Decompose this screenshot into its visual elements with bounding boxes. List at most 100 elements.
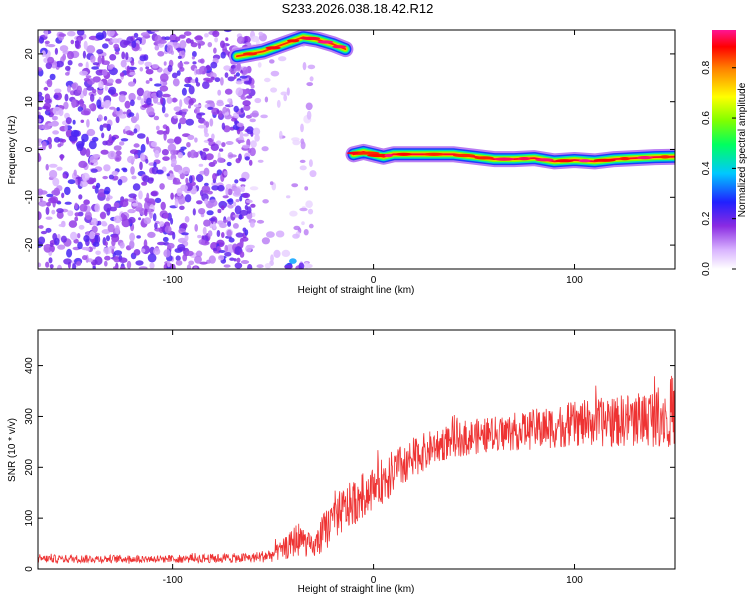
noise-blob bbox=[127, 155, 135, 164]
noise-blob bbox=[185, 118, 194, 126]
noise-blob bbox=[260, 114, 268, 119]
noise-blob bbox=[192, 61, 197, 65]
noise-blob bbox=[194, 35, 204, 41]
noise-blob bbox=[103, 203, 112, 212]
noise-blob bbox=[59, 45, 69, 52]
noise-blob bbox=[217, 220, 224, 225]
noise-blob bbox=[174, 136, 182, 145]
snr-frame bbox=[37, 329, 676, 570]
snr-panel: -100 0 100 0 100 200 300 400 Height of straigh… bbox=[7, 329, 676, 595]
noise-blob bbox=[235, 199, 240, 203]
noise-blob bbox=[181, 87, 187, 96]
noise-blob bbox=[63, 258, 72, 265]
noise-blob bbox=[68, 135, 78, 142]
noise-blob bbox=[196, 200, 203, 205]
noise-blob bbox=[53, 187, 60, 196]
noise-blob bbox=[213, 247, 217, 252]
noise-blob bbox=[138, 190, 143, 200]
noise-blob bbox=[136, 87, 144, 97]
noise-blob bbox=[163, 61, 167, 66]
noise-blob bbox=[143, 201, 150, 211]
noise-blob bbox=[68, 220, 78, 228]
noise-blob bbox=[205, 64, 211, 71]
noise-blob bbox=[256, 219, 265, 224]
noise-blob bbox=[188, 104, 191, 109]
noise-blob bbox=[140, 152, 145, 161]
noise-blob bbox=[166, 96, 173, 104]
noise-blob bbox=[108, 174, 114, 180]
noise-blob bbox=[153, 161, 157, 168]
band-peak bbox=[452, 153, 476, 158]
noise-blob bbox=[97, 114, 103, 122]
noise-blob bbox=[182, 254, 188, 262]
noise-blob bbox=[103, 116, 108, 121]
noise-blob bbox=[163, 249, 171, 258]
noise-blob bbox=[79, 98, 84, 108]
noise-blob bbox=[308, 159, 313, 168]
noise-blob bbox=[185, 177, 189, 184]
noise-blob bbox=[222, 195, 229, 199]
noise-blob bbox=[233, 201, 237, 207]
noise-blob bbox=[101, 132, 105, 139]
noise-blob bbox=[298, 262, 305, 269]
noise-blob bbox=[239, 177, 247, 182]
noise-blob bbox=[235, 232, 244, 238]
noise-blob bbox=[184, 194, 192, 203]
colorbar-ticks: 0.0 0.2 0.4 0.6 0.8 bbox=[701, 60, 736, 276]
noise-blob bbox=[184, 76, 192, 84]
noise-blob bbox=[86, 86, 94, 91]
noise-blob bbox=[206, 210, 214, 216]
noise-blob bbox=[95, 32, 105, 40]
noise-blob bbox=[270, 87, 278, 93]
noise-blob bbox=[74, 212, 80, 217]
noise-blob bbox=[300, 123, 304, 133]
noise-blob bbox=[299, 159, 306, 163]
noise-blob bbox=[154, 83, 162, 87]
noise-blob bbox=[83, 199, 90, 205]
noise-blob bbox=[143, 90, 152, 100]
noise-blob bbox=[209, 118, 214, 127]
noise-blob bbox=[194, 137, 198, 143]
noise-blob bbox=[44, 93, 51, 101]
noise-blob bbox=[264, 96, 269, 103]
noise-blob bbox=[103, 164, 111, 172]
noise-blob bbox=[121, 51, 126, 60]
noise-blob bbox=[103, 247, 112, 255]
noise-blob bbox=[124, 100, 131, 109]
noise-blob bbox=[98, 80, 104, 90]
noise-blob bbox=[48, 257, 53, 264]
noise-blob bbox=[308, 223, 314, 229]
noise-blob bbox=[286, 195, 291, 199]
noise-blob bbox=[205, 121, 210, 128]
y-tick-label: 0 bbox=[24, 566, 35, 572]
noise-blob bbox=[152, 96, 159, 104]
noise-blob bbox=[77, 233, 81, 239]
noise-blob bbox=[38, 236, 46, 245]
noise-blob bbox=[115, 225, 120, 234]
noise-blob bbox=[236, 36, 245, 44]
noise-blob bbox=[307, 208, 314, 215]
noise-blob bbox=[64, 124, 68, 132]
noise-blob bbox=[232, 223, 239, 229]
noise-blob bbox=[284, 264, 293, 269]
noise-blob bbox=[109, 54, 117, 61]
noise-blob bbox=[80, 110, 90, 116]
noise-blob bbox=[119, 242, 125, 249]
noise-blob bbox=[233, 258, 237, 262]
noise-blob bbox=[171, 264, 176, 269]
noise-blob bbox=[51, 209, 56, 215]
noise-blob bbox=[147, 231, 156, 238]
noise-blob bbox=[218, 250, 226, 253]
noise-blob bbox=[108, 134, 113, 143]
noise-blob bbox=[147, 253, 157, 263]
noise-blob bbox=[276, 99, 281, 108]
noise-blob bbox=[256, 264, 264, 269]
noise-blob bbox=[166, 138, 175, 144]
noise-blob bbox=[210, 61, 218, 69]
noise-blob bbox=[67, 210, 74, 217]
noise-blob bbox=[198, 163, 204, 167]
noise-blob bbox=[224, 112, 229, 116]
noise-blob bbox=[153, 115, 160, 121]
colorbar-tick-label: 0.4 bbox=[701, 161, 712, 175]
band-peak bbox=[494, 157, 515, 161]
